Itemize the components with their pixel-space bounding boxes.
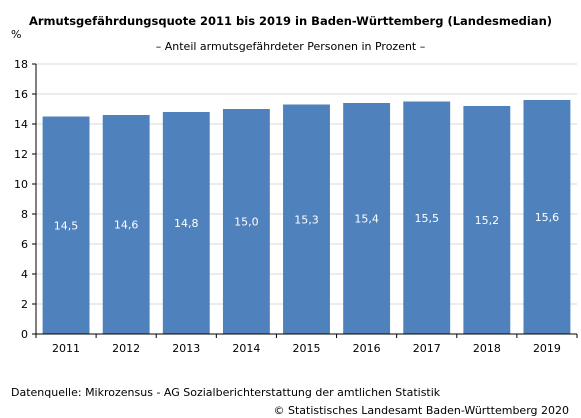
x-tick-label: 2012	[112, 342, 140, 355]
labels: 0 2 4 6 8 10 12 14 16 18 14,5 2011 14,6 2012 14,8 2013 1…	[14, 58, 561, 355]
y-tick-label: 8	[21, 208, 28, 221]
x-tick-label: 2014	[232, 342, 260, 355]
y-tick-label: 6	[21, 238, 28, 251]
source-note: Datenquelle: Mikrozensus - AG Sozialberi…	[11, 386, 441, 399]
x-tick-label: 2018	[473, 342, 501, 355]
bar-value-label: 14,6	[114, 219, 139, 232]
bar	[523, 100, 571, 334]
bar-value-label: 14,8	[174, 217, 199, 230]
x-tick-label: 2011	[52, 342, 80, 355]
bars	[42, 100, 571, 334]
bar	[343, 103, 391, 334]
y-tick-label: 10	[14, 178, 28, 191]
bar-value-label: 15,2	[475, 214, 500, 227]
bar	[283, 104, 330, 334]
bar-value-label: 14,5	[54, 219, 79, 232]
bar-value-label: 15,0	[234, 216, 259, 229]
y-axis-unit-label: %	[11, 28, 22, 41]
y-tick-label: 12	[14, 148, 28, 161]
bar	[42, 116, 90, 334]
chart-subtitle: – Anteil armutsgefährdeter Personen in P…	[155, 40, 426, 53]
axes	[32, 63, 578, 338]
copyright-note: © Statistisches Landesamt Baden-Württemb…	[273, 404, 569, 417]
bar-value-label: 15,3	[294, 213, 319, 226]
y-tick-label: 18	[14, 58, 28, 71]
bar	[403, 101, 451, 334]
x-tick-label: 2016	[353, 342, 381, 355]
bar	[463, 106, 511, 334]
y-tick-label: 2	[21, 298, 28, 311]
x-tick-label: 2019	[533, 342, 561, 355]
bar-value-label: 15,5	[414, 212, 439, 225]
y-tick-label: 16	[14, 88, 28, 101]
bar	[222, 109, 270, 334]
x-tick-label: 2013	[172, 342, 200, 355]
y-tick-label: 0	[21, 328, 28, 341]
y-tick-label: 14	[14, 118, 28, 131]
x-tick-label: 2015	[293, 342, 321, 355]
x-tick-label: 2017	[413, 342, 441, 355]
bar	[162, 112, 210, 334]
bar-value-label: 15,6	[535, 211, 560, 224]
bar	[102, 115, 150, 334]
y-tick-label: 4	[21, 268, 28, 281]
chart-title: Armutsgefährdungsquote 2011 bis 2019 in …	[28, 14, 553, 28]
bar-value-label: 15,4	[354, 213, 379, 226]
